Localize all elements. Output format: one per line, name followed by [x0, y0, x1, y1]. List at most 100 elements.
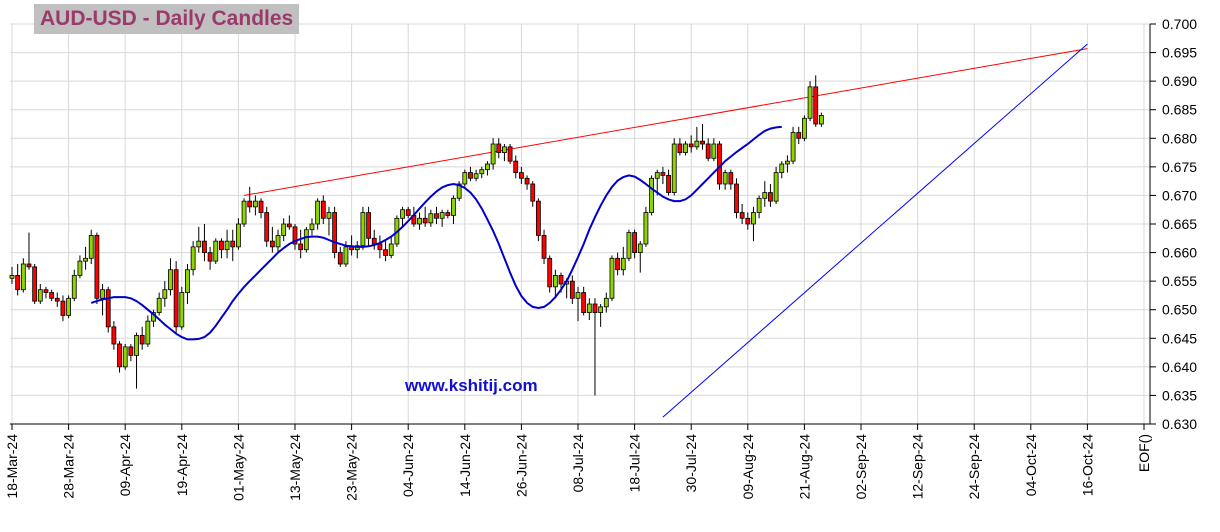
bullish-candle	[479, 169, 485, 175]
x-tick-label: 04-Jun-24	[400, 434, 416, 497]
bullish-candle	[388, 243, 394, 256]
bearish-candle	[677, 143, 683, 153]
chart-title-box: AUD-USD - Daily Candles	[34, 4, 300, 34]
bullish-candle	[252, 200, 258, 208]
bearish-candle	[688, 143, 694, 148]
y-tick-label: 0.635	[1162, 387, 1197, 403]
bearish-candle	[49, 292, 55, 299]
axis-layer: 0.630 0.635 0.640 0.645 0.650 0.655 0.660 0.665…	[4, 16, 1197, 501]
bearish-candle	[366, 212, 371, 239]
bullish-candle	[400, 209, 405, 219]
bearish-candle	[660, 172, 666, 176]
bullish-candle	[196, 240, 202, 248]
bullish-candle	[343, 246, 349, 265]
bearish-candle	[739, 212, 745, 219]
bullish-candle	[773, 172, 779, 202]
bullish-candle	[37, 289, 43, 302]
y-tick-label: 0.630	[1162, 416, 1197, 432]
bullish-candle	[439, 212, 445, 219]
bullish-candle	[66, 297, 71, 316]
bearish-candle	[117, 343, 122, 368]
moving-average-layer	[90, 125, 782, 341]
bearish-candle	[258, 200, 264, 213]
bullish-candle	[235, 223, 241, 248]
bullish-candle	[213, 240, 219, 262]
bullish-candle	[462, 172, 468, 185]
bullish-candle	[190, 246, 196, 271]
bullish-candle	[485, 163, 490, 171]
bullish-candle	[575, 292, 581, 299]
bullish-candle	[802, 117, 807, 139]
bearish-candle	[247, 200, 253, 208]
y-tick-label: 0.650	[1162, 302, 1197, 318]
x-tick-label: 18-Mar-24	[4, 434, 20, 499]
bearish-candle	[139, 335, 145, 345]
x-tick-label: 21-Aug-24	[796, 434, 812, 500]
bullish-candle	[586, 303, 592, 313]
y-tick-label: 0.665	[1162, 216, 1197, 232]
bearish-candle	[535, 200, 541, 236]
bullish-candle	[185, 269, 190, 293]
x-tick-label: EOF()	[1136, 434, 1152, 472]
bullish-candle	[473, 173, 479, 179]
bullish-candle	[360, 212, 366, 247]
chart-title: AUD-USD - Daily Candles	[40, 7, 294, 30]
x-tick-label: 30-Jul-24	[683, 434, 699, 493]
bearish-candle	[434, 213, 439, 219]
bearish-candle	[111, 326, 117, 345]
bearish-candle	[632, 232, 637, 253]
bearish-candle	[405, 209, 411, 216]
bullish-candle	[654, 172, 660, 179]
bearish-candle	[54, 297, 60, 302]
bearish-candle	[60, 300, 66, 316]
bullish-candle	[711, 143, 717, 159]
y-tick-label: 0.675	[1162, 159, 1197, 175]
bullish-candle	[451, 197, 456, 216]
y-tick-label: 0.700	[1162, 16, 1197, 32]
bearish-candle	[219, 240, 224, 251]
bullish-candle	[77, 260, 83, 276]
x-tick-label: 13-May-24	[287, 434, 303, 501]
y-tick-label: 0.655	[1162, 273, 1197, 289]
y-tick-label: 0.685	[1162, 102, 1197, 118]
bearish-candle	[530, 183, 536, 202]
bearish-candle	[15, 275, 21, 291]
bullish-candle	[88, 235, 94, 259]
bullish-candle	[326, 212, 332, 219]
bullish-candle	[620, 257, 626, 271]
resistance-trendline	[243, 48, 1088, 196]
bearish-candle	[337, 252, 343, 265]
bearish-candle	[377, 243, 383, 251]
x-tick-label: 16-Oct-24	[1079, 434, 1095, 496]
x-tick-label: 19-Apr-24	[174, 434, 190, 496]
y-tick-label: 0.660	[1162, 245, 1197, 261]
bullish-candle	[309, 223, 315, 231]
trendline-layer	[243, 43, 1088, 418]
bullish-candle	[643, 212, 649, 245]
bearish-candle	[547, 257, 553, 288]
bearish-candle	[422, 217, 428, 224]
bullish-candle	[649, 177, 654, 213]
bullish-candle	[694, 140, 700, 148]
bullish-candle	[683, 143, 688, 153]
bearish-candle	[298, 243, 304, 251]
bearish-candle	[496, 143, 502, 153]
x-tick-label: 08-Jul-24	[570, 434, 586, 493]
bullish-candle	[818, 115, 824, 125]
bullish-candle	[490, 143, 496, 165]
moving-average-line	[90, 125, 782, 341]
x-tick-label: 09-Aug-24	[740, 434, 756, 500]
bullish-candle	[756, 197, 762, 213]
x-tick-label: 12-Sep-24	[910, 434, 926, 500]
support-trendline	[662, 43, 1088, 418]
bullish-candle	[751, 212, 756, 225]
x-tick-label: 01-May-24	[230, 434, 246, 501]
x-tick-label: 04-Oct-24	[1023, 434, 1039, 496]
bullish-candle	[281, 223, 287, 236]
bullish-candle	[83, 257, 88, 262]
x-tick-label: 18-Jul-24	[627, 434, 643, 493]
bearish-candle	[105, 289, 111, 328]
bearish-candle	[700, 140, 705, 145]
bullish-candle	[626, 232, 632, 259]
bullish-candle	[785, 160, 790, 165]
